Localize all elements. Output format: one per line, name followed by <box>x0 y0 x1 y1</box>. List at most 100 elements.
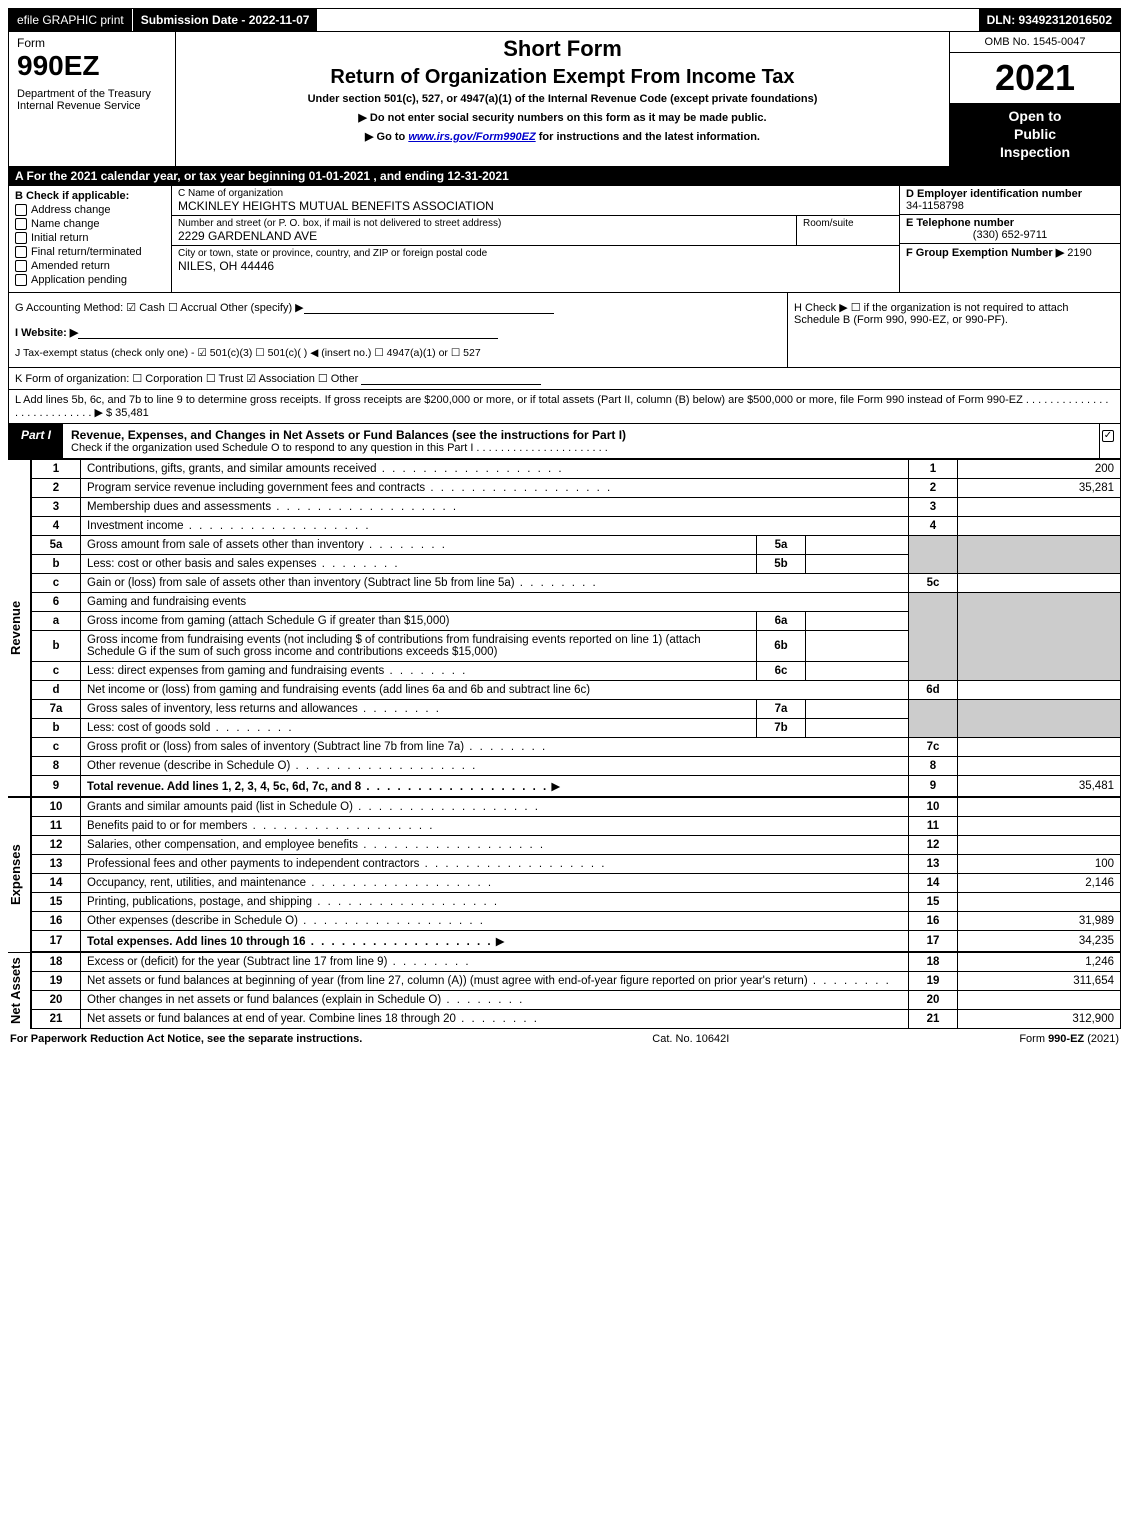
line-7a-num: 7a <box>32 700 81 719</box>
line-5b-subval <box>806 555 909 574</box>
chk-address-change[interactable]: Address change <box>15 204 165 216</box>
pointer2-pre: ▶ Go to <box>365 131 408 143</box>
line-6d-val <box>958 681 1121 700</box>
open-to-public: Open to Public Inspection <box>950 103 1120 166</box>
line-17-num: 17 <box>32 931 81 952</box>
line-6d-num: d <box>32 681 81 700</box>
line-16: 16 Other expenses (describe in Schedule … <box>32 912 1121 931</box>
h-line: H Check ▶ ☐ if the organization is not r… <box>787 293 1120 367</box>
addr-value: 2229 GARDENLAND AVE <box>178 229 790 243</box>
chk-amended-return[interactable]: Amended return <box>15 260 165 272</box>
line-19-rnum: 19 <box>909 972 958 991</box>
line-6a-sub: 6a <box>757 612 806 631</box>
dln: DLN: 93492312016502 <box>979 9 1120 31</box>
line-3-num: 3 <box>32 498 81 517</box>
ein-value: 34-1158798 <box>906 200 964 212</box>
ein-block: D Employer identification number 34-1158… <box>900 186 1120 215</box>
shade-5 <box>909 536 958 574</box>
line-4-val <box>958 517 1121 536</box>
line-20-desc: Other changes in net assets or fund bala… <box>87 994 524 1006</box>
chk-label-name: Name change <box>31 218 100 230</box>
pointer-no-ssn: ▶ Do not enter social security numbers o… <box>184 111 941 124</box>
line-20-val <box>958 991 1121 1010</box>
line-10-desc: Grants and similar amounts paid (list in… <box>87 801 540 813</box>
line-7b-sub: 7b <box>757 719 806 738</box>
efile-print-button[interactable]: efile GRAPHIC print <box>9 9 133 31</box>
shade-7 <box>909 700 958 738</box>
line-6-num: 6 <box>32 593 81 612</box>
line-16-val: 31,989 <box>958 912 1121 931</box>
form-number: 990EZ <box>17 50 167 82</box>
chk-name-change[interactable]: Name change <box>15 218 165 230</box>
line-19: 19 Net assets or fund balances at beginn… <box>32 972 1121 991</box>
line-7b-num: b <box>32 719 81 738</box>
line-6a-subval <box>806 612 909 631</box>
line-18-desc: Excess or (deficit) for the year (Subtra… <box>87 956 471 968</box>
part-1-subtitle: Check if the organization used Schedule … <box>71 442 1091 454</box>
line-13-num: 13 <box>32 855 81 874</box>
addr-row: Number and street (or P. O. box, if mail… <box>172 216 899 246</box>
l-line: L Add lines 5b, 6c, and 7b to line 9 to … <box>8 390 1121 424</box>
line-20-num: 20 <box>32 991 81 1010</box>
group-exemption-label: F Group Exemption Number ▶ <box>906 247 1064 259</box>
revenue-section: Revenue 1 Contributions, gifts, grants, … <box>8 459 1121 797</box>
expenses-section: Expenses 10 Grants and similar amounts p… <box>8 797 1121 952</box>
line-21-desc: Net assets or fund balances at end of ye… <box>87 1013 539 1025</box>
pointer-goto-irs: ▶ Go to www.irs.gov/Form990EZ for instru… <box>184 130 941 143</box>
line-8-num: 8 <box>32 757 81 776</box>
line-6b-desc: Gross income from fundraising events (no… <box>81 631 757 662</box>
pointer2-post: for instructions and the latest informat… <box>536 131 760 143</box>
line-3-rnum: 3 <box>909 498 958 517</box>
revenue-table: 1 Contributions, gifts, grants, and simi… <box>31 459 1121 797</box>
line-13-rnum: 13 <box>909 855 958 874</box>
line-19-desc: Net assets or fund balances at beginning… <box>87 975 891 987</box>
chk-final-return[interactable]: Final return/terminated <box>15 246 165 258</box>
line-12-val <box>958 836 1121 855</box>
line-5c-val <box>958 574 1121 593</box>
line-6a-desc: Gross income from gaming (attach Schedul… <box>81 612 757 631</box>
subtitle: Under section 501(c), 527, or 4947(a)(1)… <box>184 93 941 105</box>
line-11-desc: Benefits paid to or for members <box>87 820 434 832</box>
line-7a-desc: Gross sales of inventory, less returns a… <box>87 703 441 715</box>
shade-7-val <box>958 700 1121 738</box>
revenue-side-label: Revenue <box>8 459 31 797</box>
irs-link[interactable]: www.irs.gov/Form990EZ <box>408 131 535 143</box>
chk-application-pending[interactable]: Application pending <box>15 274 165 286</box>
line-6d: d Net income or (loss) from gaming and f… <box>32 681 1121 700</box>
line-9-desc: Total revenue. Add lines 1, 2, 3, 4, 5c,… <box>87 781 548 793</box>
chk-label-amended: Amended return <box>31 260 110 272</box>
g-other-blank <box>304 301 554 314</box>
line-7c: c Gross profit or (loss) from sales of i… <box>32 738 1121 757</box>
line-5a-desc: Gross amount from sale of assets other t… <box>87 539 447 551</box>
chk-initial-return[interactable]: Initial return <box>15 232 165 244</box>
tax-year: 2021 <box>950 53 1120 103</box>
line-21-val: 312,900 <box>958 1010 1121 1029</box>
line-17-val: 34,235 <box>958 931 1121 952</box>
line-5b-sub: 5b <box>757 555 806 574</box>
line-6c-num: c <box>32 662 81 681</box>
line-14: 14 Occupancy, rent, utilities, and maint… <box>32 874 1121 893</box>
chk-label-address: Address change <box>31 204 111 216</box>
line-11: 11 Benefits paid to or for members 11 <box>32 817 1121 836</box>
org-name-label: C Name of organization <box>178 188 893 199</box>
org-name: MCKINLEY HEIGHTS MUTUAL BENEFITS ASSOCIA… <box>178 199 893 213</box>
part-1-checkbox[interactable] <box>1099 424 1120 458</box>
line-4-rnum: 4 <box>909 517 958 536</box>
line-6d-desc: Net income or (loss) from gaming and fun… <box>81 681 909 700</box>
line-12-desc: Salaries, other compensation, and employ… <box>87 839 545 851</box>
line-5b-desc: Less: cost or other basis and sales expe… <box>87 558 400 570</box>
website-blank <box>78 326 498 339</box>
line-6c-subval <box>806 662 909 681</box>
header-center: Short Form Return of Organization Exempt… <box>176 32 949 166</box>
open-line3: Inspection <box>950 143 1120 161</box>
line-4-desc: Investment income <box>87 520 371 532</box>
line-1: 1 Contributions, gifts, grants, and simi… <box>32 460 1121 479</box>
line-16-num: 16 <box>32 912 81 931</box>
chk-label-initial: Initial return <box>31 232 88 244</box>
line-7c-desc: Gross profit or (loss) from sales of inv… <box>87 741 547 753</box>
footer-center: Cat. No. 10642I <box>652 1033 729 1045</box>
line-15: 15 Printing, publications, postage, and … <box>32 893 1121 912</box>
city-value: NILES, OH 44446 <box>178 259 893 273</box>
line-5c: c Gain or (loss) from sale of assets oth… <box>32 574 1121 593</box>
line-18-num: 18 <box>32 953 81 972</box>
